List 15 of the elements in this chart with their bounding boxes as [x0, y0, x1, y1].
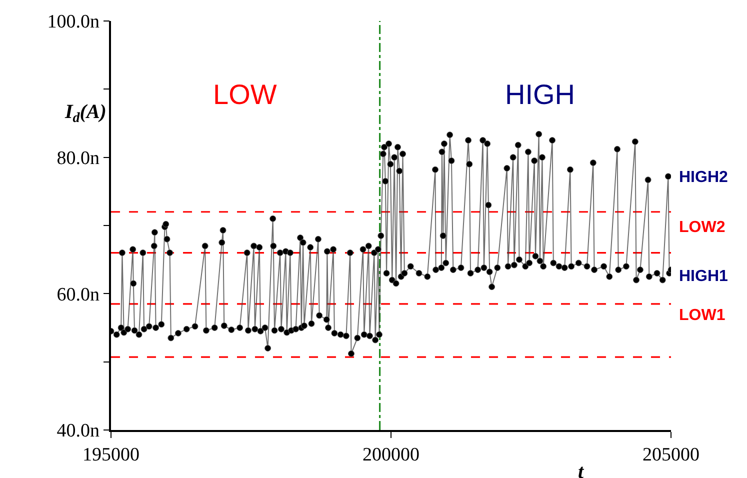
- text: LOW2: [679, 219, 726, 236]
- y-tick-label: 60.0n: [56, 284, 100, 306]
- annotation: LOW: [213, 79, 278, 110]
- x-tick-label: 195000: [82, 444, 140, 466]
- y-tick-label: 80.0n: [56, 148, 100, 169]
- y-axis-title: I$_{d}$(A): [64, 101, 106, 126]
- y-tick-label: 100.0n: [47, 12, 100, 33]
- x-tick-label: 200000: [362, 444, 420, 466]
- annotation: HIGH: [505, 79, 575, 110]
- x-tick-label: 205000: [642, 444, 700, 466]
- text: HIGH1: [679, 268, 728, 285]
- text: LOW1: [679, 307, 726, 324]
- x-axis-title: t: [578, 461, 585, 478]
- y-tick-label: 40.0n: [56, 420, 100, 442]
- text: HIGH2: [679, 169, 728, 186]
